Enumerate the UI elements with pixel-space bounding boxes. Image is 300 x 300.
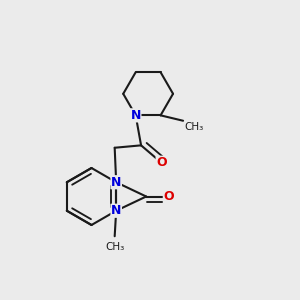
Text: CH₃: CH₃ — [184, 122, 204, 132]
Text: N: N — [111, 204, 122, 217]
Text: O: O — [156, 156, 167, 169]
Text: N: N — [111, 176, 122, 189]
Text: N: N — [130, 109, 141, 122]
Text: O: O — [164, 190, 174, 203]
Text: CH₃: CH₃ — [105, 242, 124, 252]
